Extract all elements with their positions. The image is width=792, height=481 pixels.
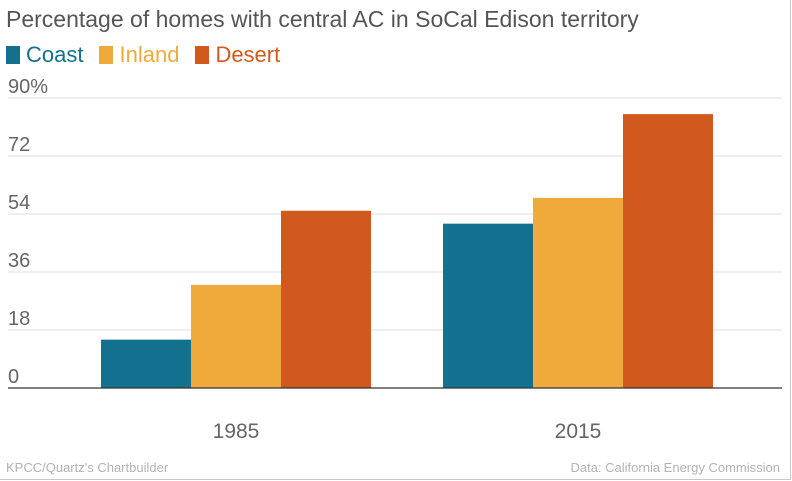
chart-title: Percentage of homes with central AC in S… [6, 6, 639, 32]
bar-coast-1985 [101, 339, 191, 388]
legend: Coast Inland Desert [6, 42, 280, 68]
bars [101, 114, 713, 388]
legend-item-coast: Coast [6, 42, 83, 68]
footer-source: Data: California Energy Commission [570, 460, 780, 475]
bar-desert-2015 [623, 114, 713, 388]
y-tick-label: 54 [8, 192, 30, 214]
y-tick-label: 36 [8, 250, 30, 272]
axis: 0 18 36 54 72 90% 1985 2015 [8, 76, 782, 443]
y-tick-label: 18 [8, 308, 30, 330]
y-tick-label: 72 [8, 134, 30, 156]
footer-credit: KPCC/Quartz's Chartbuilder [6, 460, 169, 475]
legend-swatch-coast [6, 46, 20, 64]
legend-label-inland: Inland [119, 42, 180, 67]
legend-item-inland: Inland [99, 42, 179, 68]
legend-swatch-desert [195, 46, 210, 64]
bar-inland-1985 [191, 284, 281, 388]
y-tick-label: 90% [8, 76, 48, 98]
y-tick-label: 0 [8, 366, 19, 388]
x-category-label: 2015 [555, 420, 602, 443]
legend-swatch-inland [99, 46, 114, 64]
bar-coast-2015 [443, 223, 533, 388]
legend-label-desert: Desert [215, 42, 281, 67]
legend-item-desert: Desert [195, 42, 280, 68]
legend-label-coast: Coast [26, 42, 84, 67]
bar-desert-1985 [281, 210, 371, 388]
x-category-label: 1985 [213, 420, 260, 443]
bar-inland-2015 [533, 197, 623, 388]
